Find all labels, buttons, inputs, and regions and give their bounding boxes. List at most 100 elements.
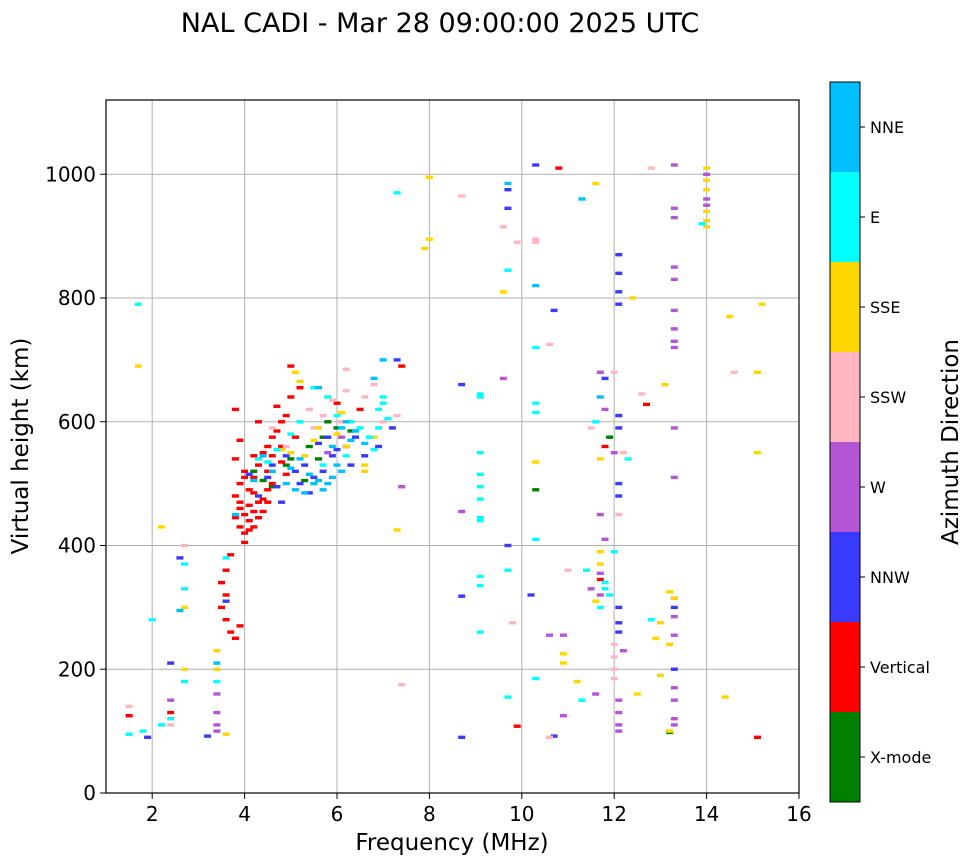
data-point — [282, 413, 290, 418]
data-point — [532, 240, 540, 244]
colorbar-swatch — [830, 262, 860, 352]
data-point — [670, 717, 678, 721]
data-point — [398, 485, 406, 489]
data-point — [291, 370, 299, 374]
data-point — [499, 225, 507, 229]
data-point — [305, 472, 313, 476]
data-point — [615, 290, 623, 294]
data-point — [559, 652, 567, 656]
data-point — [213, 649, 221, 653]
data-point — [370, 382, 378, 387]
data-point — [310, 438, 318, 442]
data-point — [181, 587, 188, 591]
data-point — [596, 562, 604, 566]
data-point — [615, 729, 623, 733]
colorbar-swatch — [830, 352, 860, 442]
data-point — [310, 475, 318, 480]
data-point — [278, 444, 286, 449]
data-point — [666, 590, 674, 594]
data-point — [282, 472, 290, 476]
data-point — [278, 447, 286, 452]
data-point — [656, 673, 664, 678]
data-point — [342, 389, 350, 393]
data-point — [573, 679, 581, 684]
data-point — [250, 491, 258, 495]
data-point — [615, 630, 623, 634]
data-point — [398, 683, 406, 687]
data-point — [601, 407, 609, 412]
data-point — [527, 593, 535, 597]
x-tick-label: 8 — [423, 802, 436, 826]
data-point — [365, 435, 373, 439]
data-point — [753, 735, 761, 739]
data-point — [236, 525, 244, 529]
data-point — [619, 649, 627, 653]
data-point — [236, 624, 244, 628]
x-tick-label: 6 — [331, 802, 344, 826]
data-point — [476, 519, 484, 523]
data-point — [315, 386, 322, 390]
data-point — [324, 435, 332, 439]
colorbar-swatch — [830, 622, 860, 712]
series-vertical — [125, 166, 761, 739]
data-point — [661, 382, 669, 387]
data-point — [236, 506, 244, 511]
data-point — [670, 667, 678, 671]
data-point — [555, 166, 563, 170]
data-point — [245, 503, 253, 507]
data-point — [273, 485, 281, 489]
data-point — [610, 655, 618, 659]
data-point — [592, 181, 600, 186]
data-point — [287, 364, 295, 368]
data-point — [730, 370, 738, 374]
data-point — [596, 395, 604, 399]
y-tick-label: 600 — [58, 410, 96, 434]
data-point — [601, 580, 609, 585]
data-point — [222, 599, 230, 603]
data-point — [282, 481, 290, 486]
data-point — [596, 370, 604, 374]
data-point — [703, 209, 711, 214]
data-point — [421, 246, 429, 251]
data-point — [255, 420, 262, 424]
data-point — [546, 342, 553, 347]
data-point — [596, 512, 604, 517]
data-point — [213, 692, 221, 696]
data-point — [476, 395, 484, 399]
data-point — [222, 568, 230, 572]
data-point — [231, 516, 239, 520]
colorbar-swatch — [830, 532, 860, 622]
data-point — [287, 457, 295, 461]
data-point — [291, 469, 299, 473]
data-point — [301, 478, 309, 483]
data-point — [134, 364, 142, 368]
data-point — [213, 710, 221, 715]
data-point — [342, 367, 350, 371]
data-point — [250, 509, 258, 514]
data-point — [361, 395, 369, 399]
data-point — [670, 277, 678, 282]
data-point — [476, 485, 484, 489]
data-point — [315, 441, 322, 446]
data-point — [615, 512, 623, 517]
data-point — [564, 568, 572, 572]
data-point — [615, 723, 623, 727]
data-point — [287, 466, 295, 470]
data-point — [703, 225, 711, 229]
data-point — [301, 454, 309, 458]
data-point — [278, 500, 286, 504]
series-ssw — [125, 166, 738, 739]
x-tick-label: 2 — [146, 802, 159, 826]
data-point — [268, 481, 276, 486]
data-point — [144, 735, 152, 739]
data-point — [758, 302, 766, 306]
data-point — [532, 460, 540, 464]
data-point — [393, 528, 401, 532]
data-point — [157, 525, 165, 529]
data-point — [264, 500, 272, 504]
data-point — [250, 525, 258, 529]
data-point — [703, 219, 711, 223]
data-point — [619, 451, 627, 455]
data-point — [610, 676, 618, 681]
data-point — [296, 386, 304, 390]
